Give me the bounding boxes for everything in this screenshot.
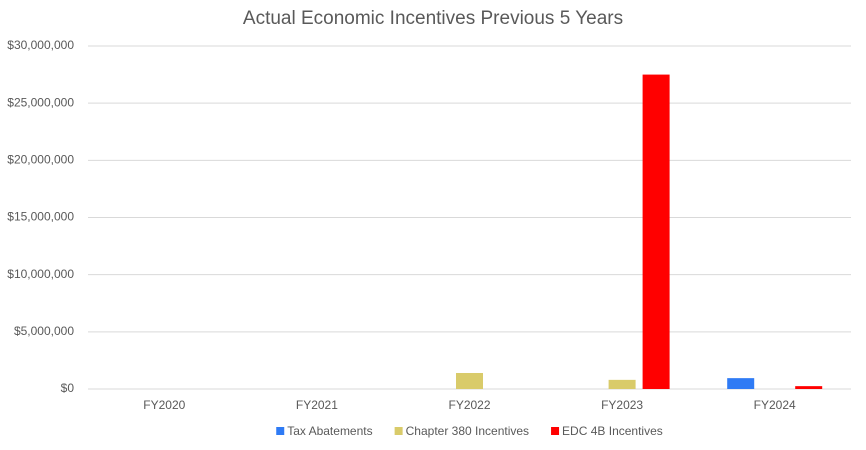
legend-label: EDC 4B Incentives — [562, 424, 663, 438]
legend-label: Tax Abatements — [287, 424, 372, 438]
y-tick-label: $15,000,000 — [7, 210, 74, 224]
y-tick-label: $20,000,000 — [7, 153, 74, 167]
bar — [795, 386, 823, 389]
x-tick-label: FY2020 — [143, 398, 185, 412]
bar — [727, 378, 755, 389]
bar — [456, 372, 483, 389]
y-tick-label: $0 — [61, 381, 75, 395]
chart-title: Actual Economic Incentives Previous 5 Ye… — [243, 8, 623, 29]
y-tick-label: $25,000,000 — [7, 95, 74, 109]
x-tick-label: FY2022 — [448, 398, 490, 412]
legend-swatch — [551, 427, 560, 435]
x-tick-label: FY2021 — [296, 398, 338, 412]
legend-label: Chapter 380 Incentives — [406, 424, 529, 438]
legend-swatch — [394, 427, 403, 435]
x-tick-label: FY2024 — [754, 398, 796, 412]
bar — [608, 379, 636, 389]
y-tick-label: $30,000,000 — [7, 38, 74, 52]
y-tick-label: $5,000,000 — [14, 324, 74, 338]
legend-swatch — [276, 427, 285, 435]
bar — [642, 74, 670, 389]
y-tick-label: $10,000,000 — [7, 267, 74, 281]
x-tick-label: FY2023 — [601, 398, 643, 412]
